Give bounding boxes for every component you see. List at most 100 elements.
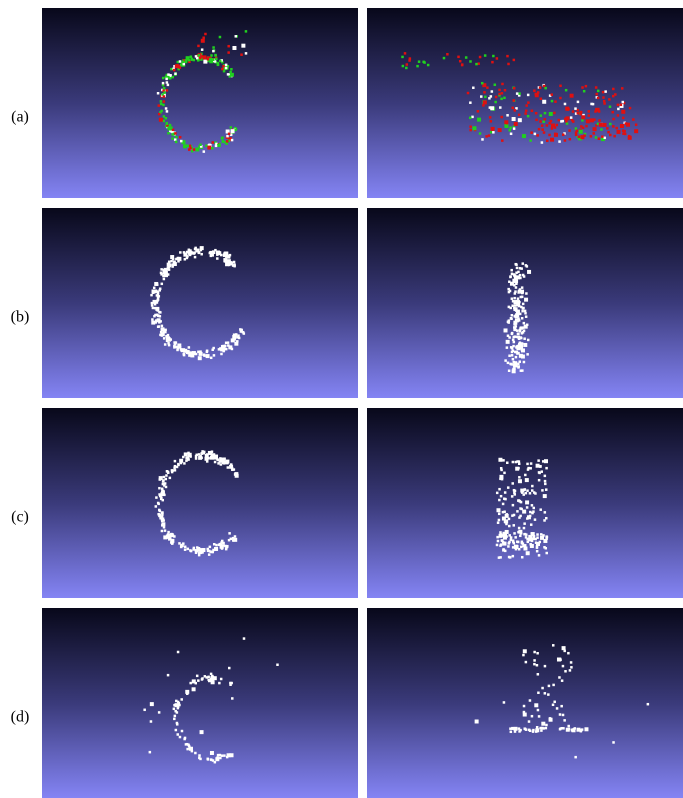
point [517,499,521,502]
point [177,64,181,68]
point [517,479,522,484]
point [211,141,214,144]
point [159,111,162,114]
point [523,522,526,525]
point [537,691,540,695]
point [501,539,504,543]
point [185,689,190,694]
point [160,282,164,286]
point [621,100,625,104]
point [518,529,523,534]
point [225,460,229,463]
point [526,468,530,471]
point [218,681,221,685]
point [446,53,449,56]
point [513,335,517,338]
point [608,98,611,101]
point [510,268,513,272]
point [511,369,516,374]
point [183,258,187,261]
point [225,129,230,134]
point [150,293,153,297]
point [149,702,154,707]
point [162,269,165,272]
point [525,323,529,327]
point [513,730,517,733]
point [161,93,166,98]
point [164,273,169,278]
point [229,681,232,685]
point [224,347,228,351]
point [512,58,516,62]
row-label: (a) [11,109,29,126]
point [218,35,222,39]
point [483,91,486,94]
point [577,135,581,139]
point [510,354,514,357]
point [200,252,203,256]
point [161,498,165,502]
point [167,73,170,76]
point [612,741,615,744]
point [162,479,165,482]
point [229,463,233,466]
point [174,140,178,144]
point [195,147,200,152]
point [189,681,192,685]
point [155,313,159,317]
point [535,726,539,729]
point [587,110,591,113]
point [231,264,235,267]
point [175,465,179,469]
point [532,728,535,732]
point [497,128,502,133]
point [513,489,517,493]
point [150,301,154,305]
point [513,304,517,307]
point [541,489,544,492]
point [229,683,232,686]
point [548,133,551,137]
point [524,478,529,483]
point [539,465,542,468]
point [499,494,503,498]
point [488,106,492,109]
point [218,542,222,546]
point [161,93,164,96]
point [507,287,510,291]
point [507,542,511,545]
point [570,666,573,669]
point [236,336,240,339]
point [161,517,165,521]
point [171,265,174,268]
point [157,314,160,318]
point [539,97,543,101]
point [164,477,168,481]
point [490,106,495,111]
point [517,113,521,117]
point [205,453,209,456]
point [170,255,175,260]
point [543,519,546,522]
point [207,145,212,150]
point [168,535,171,539]
point [550,123,555,128]
point [163,529,167,532]
point [163,267,168,272]
point [510,331,514,335]
point [197,350,200,354]
point [576,100,580,104]
point [180,698,183,701]
point [585,119,590,124]
point [515,307,518,310]
point [183,545,187,549]
point [188,746,192,750]
point [561,664,565,668]
point [506,334,510,337]
point [154,505,158,508]
point [207,675,210,679]
point [213,60,217,63]
point [516,332,520,336]
point [152,286,156,290]
